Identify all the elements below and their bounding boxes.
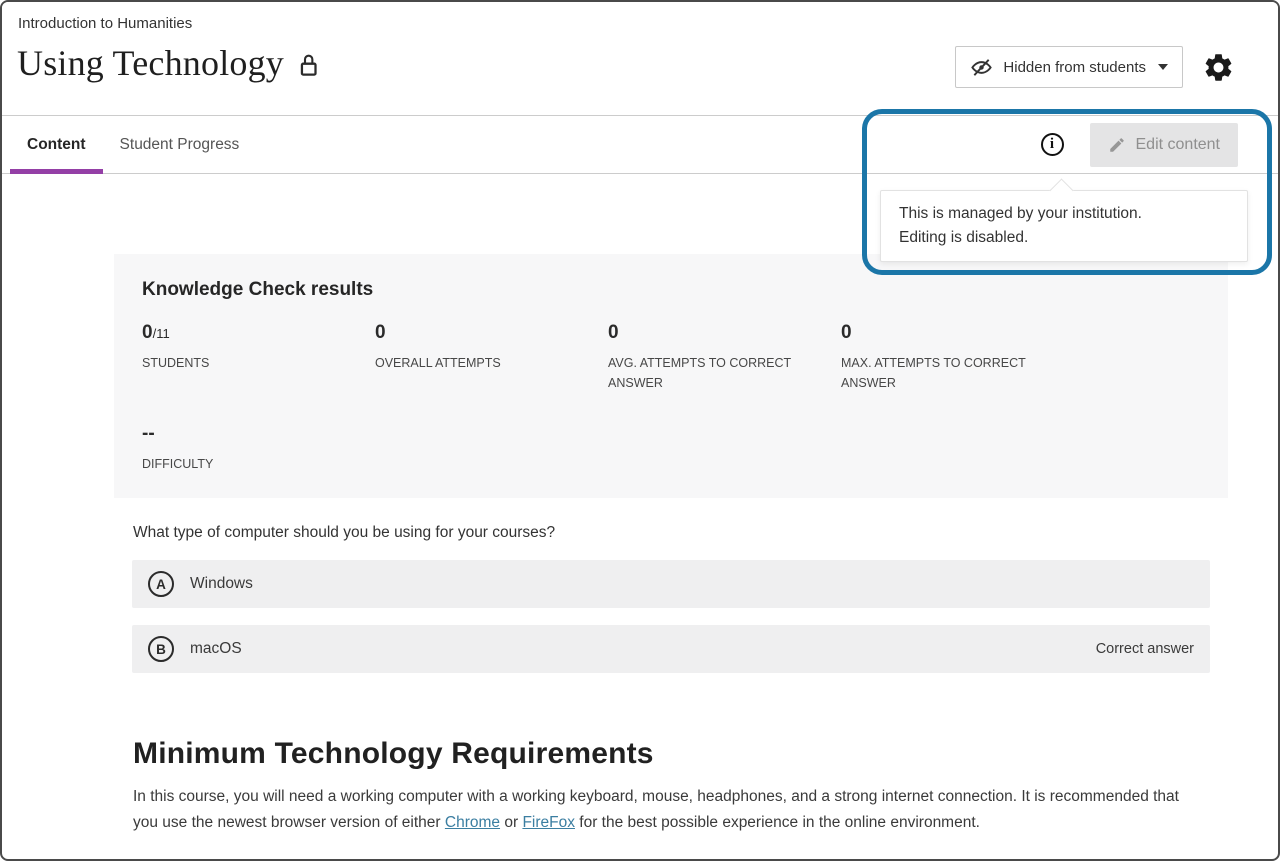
content-area: Knowledge Check results 0/11 STUDENTS 0 … [2, 174, 1278, 836]
article-heading: Minimum Technology Requirements [133, 737, 654, 770]
stat-students-suffix: /11 [152, 326, 170, 341]
stat-difficulty-value: -- [142, 423, 155, 444]
question-text: What type of computer should you be usin… [133, 524, 556, 541]
stat-avg-attempts-value: 0 [608, 322, 619, 343]
knowledge-check-title: Knowledge Check results [142, 279, 374, 300]
answer-a-text: Windows [190, 575, 253, 592]
stat-avg-attempts-label: AVG. ATTEMPTS TO CORRECT ANSWER [608, 356, 791, 390]
visibility-dropdown[interactable]: Hidden from students [955, 46, 1183, 88]
correct-answer-badge: Correct answer [1095, 641, 1194, 657]
knowledge-check-card: Knowledge Check results 0/11 STUDENTS 0 … [114, 254, 1228, 498]
tab-bar: Content Student Progress i Edit content [2, 116, 1278, 174]
firefox-link[interactable]: FireFox [522, 814, 575, 831]
stat-overall-attempts-label: OVERALL ATTEMPTS [375, 356, 501, 370]
tooltip-line-1: This is managed by your institution. [899, 205, 1142, 222]
chrome-link[interactable]: Chrome [444, 814, 501, 831]
tab-actions: i Edit content [1040, 116, 1279, 173]
answer-a-letter-icon: A [148, 571, 174, 597]
header-actions: Hidden from students [955, 46, 1235, 88]
stat-max-attempts: 0 MAX. ATTEMPTS TO CORRECT ANSWER [841, 322, 1074, 393]
caret-down-icon [1158, 64, 1168, 70]
edit-content-label: Edit content [1135, 135, 1221, 153]
question-block: What type of computer should you be usin… [114, 524, 1228, 673]
institution-tooltip: This is managed by your institution. Edi… [880, 190, 1248, 262]
info-icon[interactable]: i [1040, 133, 1064, 156]
stat-overall-attempts: 0 OVERALL ATTEMPTS [375, 322, 608, 393]
answer-b-text: macOS [190, 640, 242, 657]
tab-student-progress-label: Student Progress [119, 135, 240, 153]
stat-students-value: 0 [142, 322, 153, 343]
gear-icon[interactable] [1202, 51, 1235, 84]
pencil-icon [1108, 136, 1126, 154]
eye-slash-icon [970, 56, 993, 79]
paragraph-mid: or [500, 814, 523, 831]
stat-difficulty: -- DIFFICULTY [142, 423, 375, 474]
paragraph-pre: In this course, you will need a working … [133, 788, 1179, 831]
page-title: Using Technology [17, 43, 284, 83]
tab-content-label: Content [27, 135, 86, 153]
stat-max-attempts-value: 0 [841, 322, 852, 343]
visibility-label: Hidden from students [1003, 58, 1146, 76]
lock-icon [298, 52, 319, 78]
article-paragraph: In this course, you will need a working … [133, 784, 1197, 836]
stat-difficulty-label: DIFFICULTY [142, 457, 214, 471]
stat-avg-attempts: 0 AVG. ATTEMPTS TO CORRECT ANSWER [608, 322, 841, 393]
title-row: Using Technology [17, 42, 319, 84]
paragraph-post: for the best possible experience in the … [574, 814, 980, 831]
answer-row-b[interactable]: B macOS Correct answer [132, 625, 1210, 673]
page-header: Introduction to Humanities Using Technol… [2, 2, 1278, 116]
edit-content-button[interactable]: Edit content [1089, 122, 1238, 167]
stat-max-attempts-label: MAX. ATTEMPTS TO CORRECT ANSWER [841, 356, 1026, 390]
answer-row-a[interactable]: A Windows [132, 560, 1210, 608]
article-section: Minimum Technology Requirements In this … [114, 737, 1228, 836]
knowledge-check-stats: 0/11 STUDENTS 0 OVERALL ATTEMPTS 0 AVG. … [142, 322, 1200, 474]
answer-b-letter-icon: B [148, 636, 174, 662]
tooltip-line-2: Editing is disabled. [899, 229, 1029, 246]
stat-students-label: STUDENTS [142, 356, 210, 370]
stat-overall-attempts-value: 0 [375, 322, 386, 343]
tab-student-progress[interactable]: Student Progress [103, 116, 257, 173]
stat-students: 0/11 STUDENTS [142, 322, 375, 393]
breadcrumb[interactable]: Introduction to Humanities [18, 15, 193, 32]
tab-content[interactable]: Content [10, 116, 103, 174]
